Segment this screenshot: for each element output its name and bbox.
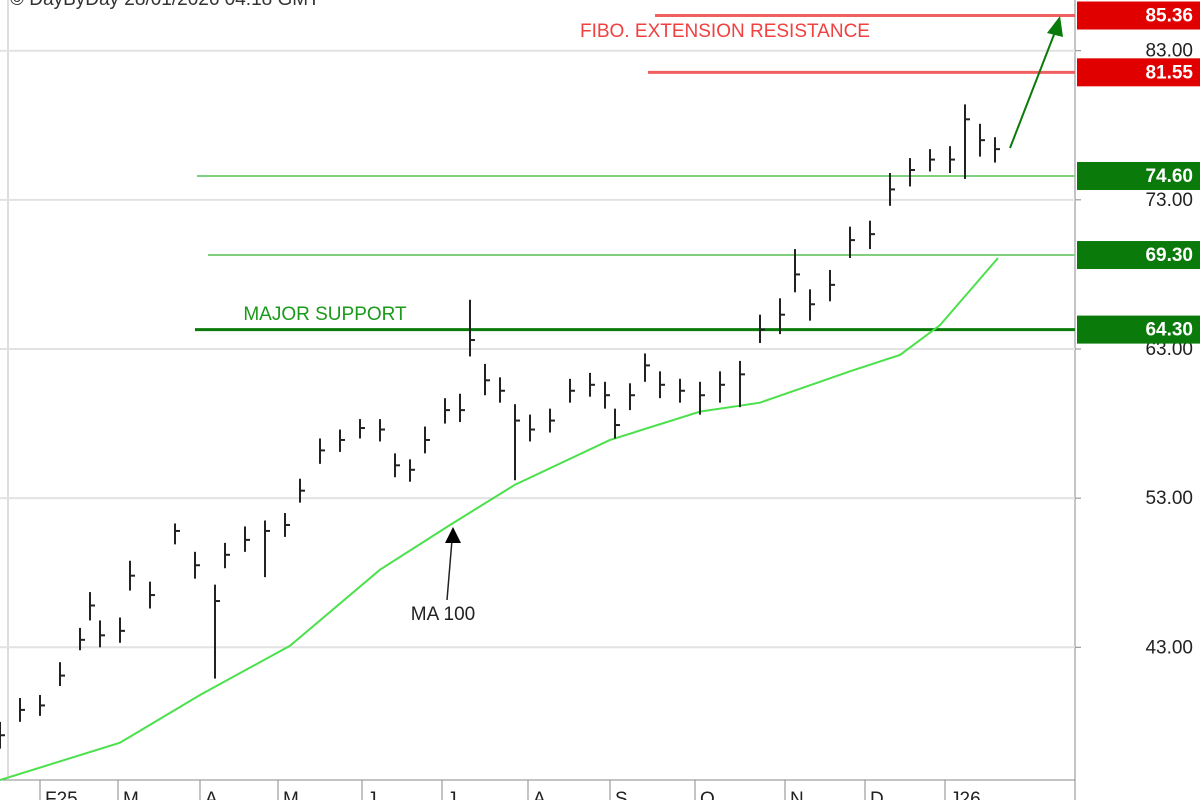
x-tick-label: O	[700, 789, 715, 800]
target-arrow	[1009, 31, 1056, 149]
x-tick-label: J	[367, 789, 377, 800]
x-tick-label: F25	[45, 789, 78, 800]
y-tick-label: 83.00	[1145, 41, 1193, 62]
y-tick-label: 73.00	[1145, 190, 1193, 211]
level-box	[1077, 241, 1200, 270]
x-tick-label: M	[283, 789, 299, 800]
ma-line	[0, 257, 999, 781]
x-tick-label: M	[123, 789, 139, 800]
x-tick-label: N	[790, 789, 804, 800]
level-box	[1077, 58, 1200, 87]
level-label: 69.30	[1145, 245, 1193, 266]
ma-label: MA 100	[411, 604, 475, 625]
x-tick-label: S	[615, 789, 628, 800]
x-tick-label: D	[870, 789, 884, 800]
level-label: 85.36	[1145, 6, 1193, 27]
x-tick-label: J	[447, 789, 457, 800]
level-box	[1077, 1, 1200, 30]
x-tick-label: A	[205, 789, 218, 800]
ma-arrowhead	[445, 527, 461, 543]
annotation: MAJOR SUPPORT	[243, 304, 407, 325]
annotation: FIBO. EXTENSION RESISTANCE	[580, 21, 870, 42]
ma-arrow	[446, 539, 453, 601]
level-label: 74.60	[1145, 166, 1193, 187]
level-label: 81.55	[1145, 62, 1193, 83]
level-box	[1077, 161, 1200, 190]
chart-title: © DayByDay 28/01/2026 04:18 GMT	[10, 0, 320, 10]
target-arrowhead	[1047, 16, 1063, 37]
y-tick-label: 53.00	[1145, 488, 1193, 509]
level-label: 64.30	[1145, 320, 1193, 341]
y-tick-label: 63.00	[1145, 339, 1193, 360]
x-tick-label: J26	[950, 789, 981, 800]
x-tick-label: A	[533, 789, 546, 800]
level-box	[1077, 315, 1200, 344]
y-tick-label: 43.00	[1145, 637, 1193, 658]
